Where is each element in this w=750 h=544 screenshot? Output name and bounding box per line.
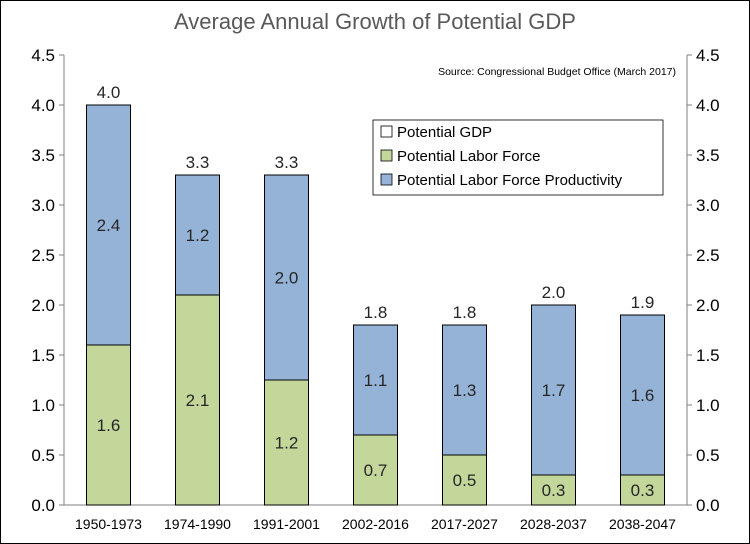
- data-label-labor-force: 0.5: [453, 471, 477, 490]
- legend-label-labor-force: Potential Labor Force: [397, 148, 540, 165]
- x-tick-label: 2017-2027: [431, 516, 498, 532]
- y-tick-label-left: 1.0: [31, 396, 55, 415]
- legend-label-productivity: Potential Labor Force Productivity: [397, 172, 623, 189]
- data-label-potential-gdp: 3.3: [186, 153, 210, 172]
- bar-segment-labor-force: [86, 344, 131, 506]
- bar-segment-productivity: [264, 174, 309, 381]
- legend-swatch-productivity: [380, 173, 393, 186]
- data-label-potential-gdp: 1.8: [364, 303, 388, 322]
- y-tick-label-right: 4.5: [696, 46, 720, 65]
- y-tick-label-left: 2.5: [31, 246, 55, 265]
- x-tick-label: 2028-2037: [520, 516, 587, 532]
- bar-segment-productivity: [531, 304, 576, 476]
- y-tick-label-right: 4.0: [696, 96, 720, 115]
- bars: [86, 104, 665, 506]
- y-tick-label-left: 4.5: [31, 46, 55, 65]
- legend: Potential GDP Potential Labor Force Pote…: [372, 119, 664, 196]
- data-label-potential-gdp: 1.9: [631, 293, 655, 312]
- bar-segment-labor-force: [620, 474, 665, 506]
- data-label-potential-gdp: 1.8: [453, 303, 477, 322]
- x-tick-label: 1950-1973: [75, 516, 142, 532]
- data-label-productivity: 2.0: [275, 269, 299, 288]
- legend-label-potential-gdp: Potential GDP: [397, 124, 492, 141]
- y-tick-label-right: 3.0: [696, 196, 720, 215]
- y-tick-label-left: 3.5: [31, 146, 55, 165]
- data-label-productivity: 1.6: [631, 386, 655, 405]
- y-tick-label-right: 0.0: [696, 496, 720, 515]
- data-label-labor-force: 1.2: [275, 434, 299, 453]
- y-tick-label-left: 3.0: [31, 196, 55, 215]
- data-label-labor-force: 2.1: [186, 391, 210, 410]
- legend-swatch-potential-gdp: [380, 125, 393, 138]
- x-tick-label: 1974-1990: [164, 516, 231, 532]
- data-labels: 1.6 2.4 4.0 2.1 1.2 3.3 1.2 2.0 3.3 0.7 1.1 1.8 0.5 1…: [97, 83, 655, 500]
- bar-segment-productivity: [353, 324, 398, 436]
- y-tick-label-left: 2.0: [31, 296, 55, 315]
- bar-segment-productivity: [442, 324, 487, 456]
- data-label-potential-gdp: 2.0: [542, 283, 566, 302]
- y-tick-label-right: 2.5: [696, 246, 720, 265]
- y-tick-label-left: 1.5: [31, 346, 55, 365]
- bar-segment-productivity: [620, 314, 665, 476]
- data-label-productivity: 1.1: [364, 371, 388, 390]
- y-tick-label-left: 4.0: [31, 96, 55, 115]
- y-tick-label-left: 0.5: [31, 446, 55, 465]
- x-tick-label: 2038-2047: [609, 516, 676, 532]
- y-tick-label-left: 0.0: [31, 496, 55, 515]
- bar-segment-productivity: [175, 174, 220, 296]
- x-tick-label: 2002-2016: [342, 516, 409, 532]
- data-label-productivity: 1.3: [453, 381, 477, 400]
- axes: 0.0 0.0 0.5 0.5 1.0 1.0 1.5 1.5 2.0 2.0 2.5 2.5 3.0 3…: [31, 46, 719, 532]
- data-label-productivity: 1.2: [186, 226, 210, 245]
- bar-segment-productivity: [86, 104, 131, 346]
- bar-segment-labor-force: [175, 294, 220, 506]
- data-label-labor-force: 0.7: [364, 461, 388, 480]
- legend-swatch-labor-force: [380, 149, 393, 162]
- y-tick-label-right: 0.5: [696, 446, 720, 465]
- y-tick-label-right: 3.5: [696, 146, 720, 165]
- y-tick-label-right: 1.5: [696, 346, 720, 365]
- chart-title: Average Annual Growth of Potential GDP: [174, 9, 576, 34]
- y-tick-label-right: 1.0: [696, 396, 720, 415]
- legend-box: [372, 119, 664, 196]
- data-label-productivity: 2.4: [97, 216, 121, 235]
- data-label-potential-gdp: 3.3: [275, 153, 299, 172]
- source-note: Source: Congressional Budget Office (Mar…: [438, 66, 676, 78]
- data-label-productivity: 1.7: [542, 381, 566, 400]
- data-label-labor-force: 1.6: [97, 416, 121, 435]
- x-tick-label: 1991-2001: [253, 516, 320, 532]
- data-label-labor-force: 0.3: [631, 481, 655, 500]
- data-label-potential-gdp: 4.0: [97, 83, 121, 102]
- data-label-labor-force: 0.3: [542, 481, 566, 500]
- y-tick-label-right: 2.0: [696, 296, 720, 315]
